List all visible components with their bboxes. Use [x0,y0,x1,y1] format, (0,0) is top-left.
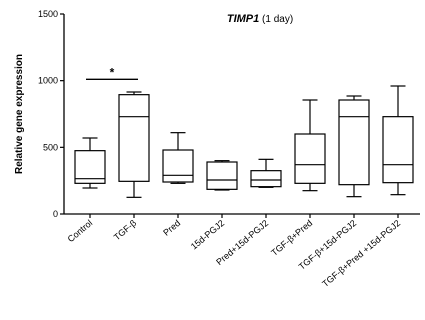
y-tick-label: 0 [53,209,58,219]
box-iqr [206,161,238,190]
box-iqr [162,149,194,183]
box-6 [294,99,326,192]
chart-title-gene: TIMP1 [227,13,259,25]
significance-group: * [86,65,138,80]
box-7 [338,95,370,198]
box-3 [162,132,194,184]
chart-title: TIMP1 (1 day) [227,13,293,25]
x-tick-label: TGF-β [112,218,138,242]
x-tick-label: TGF-β+Pred +15d-PGJ2 [320,218,402,289]
box-iqr [338,99,370,186]
boxes-group [74,85,414,198]
significance-star: * [110,65,115,79]
box-4 [206,160,238,191]
chart-title-suffix: (1 day) [259,14,293,25]
box-iqr [74,150,106,184]
box-5 [250,158,282,188]
x-tick-label: 15d-PGJ2 [189,218,226,252]
y-tick-label: 500 [43,142,58,152]
box-iqr [294,133,326,184]
box-iqr [250,170,282,188]
x-tick-label: Pred [161,218,182,238]
box-8 [382,85,414,196]
y-tick-label: 1500 [38,9,58,19]
x-ticks: Control TGF-β Pred 15d-PGJ2Pred+15d-PGJ2TGF… [66,214,402,289]
y-axis-label: Relative gene expression [14,54,25,174]
x-tick-label: Control [66,218,95,244]
box-iqr [118,94,150,182]
box-iqr [382,116,414,184]
x-tick-label: TGF-β+Pred [269,218,314,258]
box-2 [118,91,150,198]
y-ticks: 0 500 1000 1500 [38,9,64,219]
y-tick-label: 1000 [38,76,58,86]
box-1 [74,137,106,189]
